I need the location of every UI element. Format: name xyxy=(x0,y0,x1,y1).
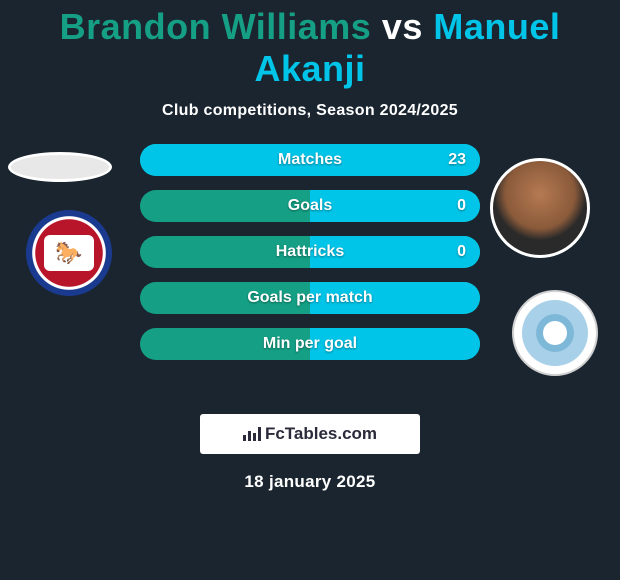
stat-label: Goals per match xyxy=(140,282,480,314)
subtitle: Club competitions, Season 2024/2025 xyxy=(0,102,620,120)
watermark-text: FcTables.com xyxy=(265,424,377,444)
player1-club-badge: 🐎 xyxy=(26,210,112,296)
vs-text: vs xyxy=(382,6,423,47)
stat-label: Matches xyxy=(140,144,480,176)
stat-right-value: 23 xyxy=(434,144,480,176)
stat-right-value: 0 xyxy=(443,236,480,268)
mancity-ship-icon xyxy=(522,300,588,366)
player2-avatar xyxy=(490,158,590,258)
stat-row: Min per goal xyxy=(140,328,480,360)
player1-name: Brandon Williams xyxy=(60,6,372,47)
date-label: 18 january 2025 xyxy=(0,472,620,492)
stat-row: Hattricks0 xyxy=(140,236,480,268)
stat-row: Matches23 xyxy=(140,144,480,176)
stat-row: Goals0 xyxy=(140,190,480,222)
stat-label: Hattricks xyxy=(140,236,480,268)
bar-chart-icon xyxy=(243,427,261,441)
ipswich-horse-icon: 🐎 xyxy=(44,235,94,271)
player1-avatar xyxy=(8,152,112,182)
stat-row: Goals per match xyxy=(140,282,480,314)
page-title: Brandon Williams vs Manuel Akanji xyxy=(0,0,620,90)
player2-club-badge xyxy=(512,290,598,376)
comparison-panel: 🐎 Matches23Goals0Hattricks0Goals per mat… xyxy=(0,150,620,410)
watermark: FcTables.com xyxy=(200,414,420,454)
stat-label: Goals xyxy=(140,190,480,222)
comparison-bars: Matches23Goals0Hattricks0Goals per match… xyxy=(140,144,480,374)
stat-right-value: 0 xyxy=(443,190,480,222)
stat-label: Min per goal xyxy=(140,328,480,360)
